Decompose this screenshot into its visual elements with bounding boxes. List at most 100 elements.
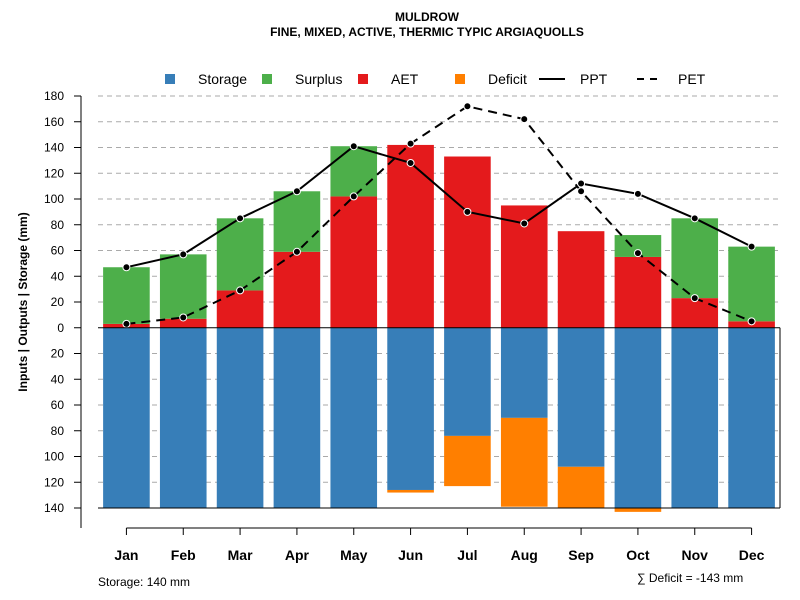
- storage-bar: [159, 327, 207, 508]
- y-tick-label: 100: [44, 192, 64, 206]
- x-tick-label: Oct: [626, 547, 650, 563]
- surplus-bar: [330, 146, 378, 197]
- y-tick-label: 160: [44, 115, 64, 129]
- legend-label-aet: AET: [391, 71, 419, 87]
- pet-point: [520, 115, 529, 124]
- pet-point: [122, 319, 131, 328]
- legend-label-storage: Storage: [198, 71, 247, 87]
- storage-bar: [444, 327, 491, 436]
- legend-label-surplus: Surplus: [295, 71, 342, 87]
- y-tick-label: 0: [57, 321, 64, 335]
- pet-point: [292, 247, 301, 256]
- ppt-point: [577, 179, 586, 188]
- pet-point: [406, 139, 415, 148]
- ppt-point: [747, 242, 756, 251]
- y-tick-label: 20: [51, 347, 65, 361]
- ppt-point: [690, 214, 699, 223]
- chart-title: MULDROW: [395, 10, 460, 24]
- legend-swatch-storage: [165, 74, 175, 84]
- pet-line: [126, 105, 752, 325]
- y-tick-label: 120: [44, 166, 64, 180]
- surplus-bar: [728, 246, 775, 322]
- storage-bar: [614, 327, 662, 508]
- ppt-point: [463, 207, 472, 216]
- x-tick-label: May: [340, 547, 367, 563]
- aet-bar: [444, 156, 491, 328]
- ppt-point: [179, 250, 188, 259]
- aet-bar: [387, 144, 434, 328]
- pet-point: [747, 317, 756, 326]
- storage-bar: [216, 327, 264, 508]
- ppt-point: [406, 158, 415, 167]
- pet-point: [179, 313, 188, 322]
- ppt-point: [292, 187, 301, 196]
- surplus-bar: [671, 218, 719, 299]
- ppt-point: [236, 214, 245, 223]
- aet-bar: [557, 231, 605, 328]
- legend-label-ppt: PPT: [580, 71, 608, 87]
- pet-point: [463, 102, 472, 111]
- y-tick-label: 80: [51, 424, 65, 438]
- x-tick-label: Mar: [228, 547, 253, 563]
- surplus-bar: [103, 267, 150, 324]
- ppt-line: [126, 145, 753, 269]
- aet-bar: [671, 298, 719, 328]
- storage-bar: [671, 327, 719, 508]
- legend-label-deficit: Deficit: [488, 71, 527, 87]
- storage-bar: [103, 327, 150, 508]
- storage-bar: [330, 327, 378, 508]
- pet-point: [349, 192, 358, 201]
- grid-lines: [98, 95, 780, 509]
- storage-bar: [728, 327, 775, 508]
- legend-swatch-surplus: [262, 74, 272, 84]
- storage-bar: [273, 327, 321, 508]
- x-tick-label: Nov: [682, 547, 709, 563]
- y-tick-label: 40: [51, 372, 65, 386]
- y-tick-label: 40: [51, 269, 65, 283]
- deficit-bar: [500, 417, 548, 507]
- aet-bar: [330, 196, 378, 328]
- y-tick-label: 60: [51, 244, 65, 258]
- bars: [103, 144, 775, 512]
- y-tick-label: 60: [51, 398, 65, 412]
- deficit-note: ∑ Deficit = -143 mm: [637, 571, 743, 585]
- y-tick-label: 140: [44, 141, 64, 155]
- x-tick-label: Jun: [398, 547, 423, 563]
- x-tick-label: Dec: [739, 547, 765, 563]
- aet-bar: [216, 290, 264, 328]
- ppt-point: [633, 189, 642, 198]
- surplus-bar: [216, 218, 264, 291]
- aet-bar: [614, 256, 662, 328]
- pet-point: [633, 249, 642, 258]
- storage-bar: [500, 327, 548, 418]
- axes: 180 160 140 120 100 80 60 40 20 0 20 40 60 80 100 120 14…: [44, 89, 781, 563]
- x-tick-label: Aug: [511, 547, 538, 563]
- legend-swatch-aet: [358, 74, 368, 84]
- y-axis-label: Inputs | Outputs | Storage (mm): [16, 212, 30, 391]
- pet-point: [577, 187, 586, 196]
- storage-note: Storage: 140 mm: [98, 575, 190, 589]
- deficit-bar: [444, 435, 491, 487]
- y-tick-label: 100: [44, 450, 64, 464]
- y-tick-label: 180: [44, 89, 64, 103]
- ppt-point: [122, 263, 131, 272]
- storage-bar: [557, 327, 605, 467]
- surplus-bar: [273, 191, 321, 252]
- x-tick-label: Apr: [285, 547, 310, 563]
- legend: Storage Surplus AET Deficit PPT PET: [165, 71, 706, 87]
- ppt-point: [349, 142, 358, 151]
- surplus-bar: [159, 254, 207, 319]
- x-tick-label: Jan: [114, 547, 138, 563]
- x-tick-label: Sep: [568, 547, 594, 563]
- x-tick-label: Jul: [457, 547, 477, 563]
- pet-point: [690, 294, 699, 303]
- deficit-bar: [387, 489, 434, 493]
- y-tick-label: 20: [51, 295, 65, 309]
- aet-bar: [273, 251, 321, 328]
- aet-bar: [159, 318, 207, 328]
- y-tick-label: 140: [44, 501, 64, 515]
- pet-point: [236, 286, 245, 295]
- series-lines: [122, 102, 756, 328]
- deficit-bar: [557, 466, 605, 508]
- legend-swatch-deficit: [455, 74, 465, 84]
